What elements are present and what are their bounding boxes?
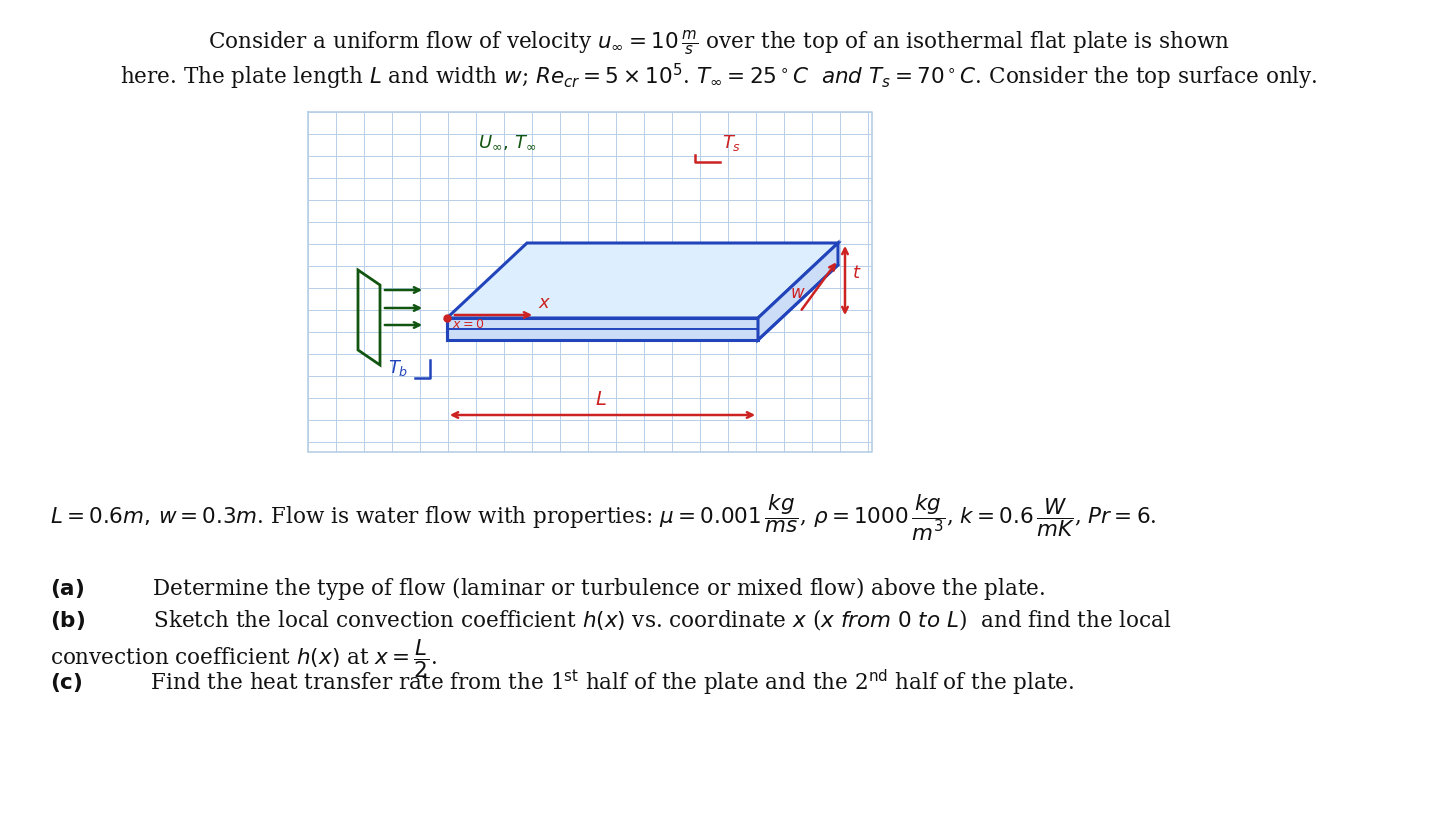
Text: $\mathbf{(a)}$          Determine the type of flow (laminar or turbulence or mix: $\mathbf{(a)}$ Determine the type of flo… [50,575,1045,602]
Text: $T_b$: $T_b$ [388,358,408,378]
Text: Consider a uniform flow of velocity $u_{\infty} = 10\,\frac{m}{s}$ over the top : Consider a uniform flow of velocity $u_{… [209,28,1229,57]
Text: $T_s$: $T_s$ [722,133,742,153]
Text: $x=0$: $x=0$ [452,318,485,331]
Text: $L$: $L$ [595,391,607,409]
Text: $w$: $w$ [789,285,805,302]
Text: $\mathbf{(c)}$          Find the heat transfer rate from the 1$^{\mathrm{st}}$ h: $\mathbf{(c)}$ Find the heat transfer ra… [50,668,1074,698]
Polygon shape [758,243,838,340]
Text: $\mathbf{(b)}$          Sketch the local convection coefficient $h(x)$ vs. coord: $\mathbf{(b)}$ Sketch the local convecti… [50,607,1172,632]
Text: convection coefficient $h(x)$ at $x = \dfrac{L}{2}$.: convection coefficient $h(x)$ at $x = \d… [50,637,437,680]
Polygon shape [447,318,758,340]
Text: $L = 0.6m,\, w = 0.3m$. Flow is water flow with properties: $\mu = 0.001\,\dfrac: $L = 0.6m,\, w = 0.3m$. Flow is water fl… [50,493,1156,543]
Text: $t$: $t$ [851,264,861,282]
Text: $x$: $x$ [538,294,551,312]
Text: $U_{\infty},\, T_{\infty}$: $U_{\infty},\, T_{\infty}$ [477,133,536,151]
Polygon shape [447,243,838,318]
Text: here. The plate length $L$ and width $w$; $Re_{cr} = 5 \times 10^5$. $T_{\infty}: here. The plate length $L$ and width $w$… [121,62,1317,92]
